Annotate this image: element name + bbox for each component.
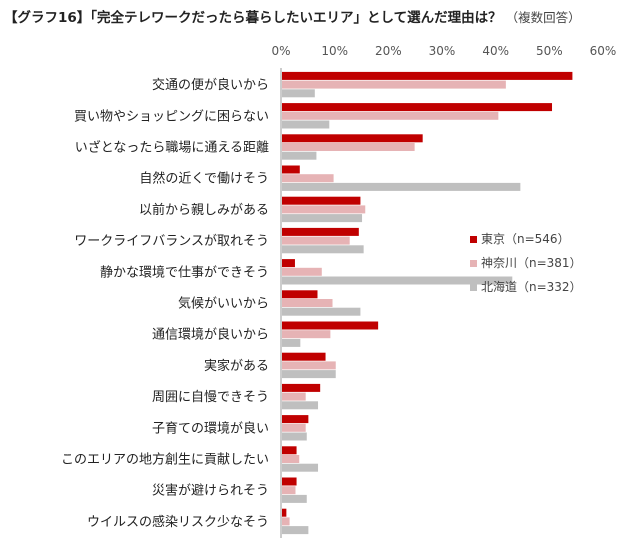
bar <box>282 446 297 455</box>
bar <box>282 352 326 361</box>
bar <box>282 165 300 174</box>
category-label: 以前から親しみがある <box>139 202 269 218</box>
x-tick-label: 60% <box>590 44 617 58</box>
bar <box>282 432 307 441</box>
bar <box>282 196 361 205</box>
bar <box>282 526 309 535</box>
bar <box>282 80 506 89</box>
bar <box>282 299 333 307</box>
bar <box>282 463 319 472</box>
bar <box>282 392 306 401</box>
bar <box>282 227 359 236</box>
category-label: 子育ての環境が良い <box>152 420 269 436</box>
bar <box>282 455 300 463</box>
bar <box>282 236 350 245</box>
bar <box>282 477 297 486</box>
legend-swatch <box>470 284 477 291</box>
bar <box>282 151 317 160</box>
category-label: 交通の便が良いから <box>152 77 269 93</box>
bar <box>282 290 318 299</box>
legend-label: 東京（n=546） <box>481 232 570 246</box>
bar <box>282 486 296 495</box>
x-tick-label: 50% <box>536 44 563 58</box>
category-label: 周囲に自慢できそう <box>152 389 269 405</box>
bar <box>282 276 513 285</box>
bar <box>282 370 336 379</box>
chart-title-note: （複数回答） <box>505 10 581 25</box>
bar <box>282 134 423 143</box>
legend-label: 北海道（n=332） <box>481 279 582 294</box>
bar <box>282 174 334 183</box>
bar <box>282 214 363 223</box>
bar <box>282 494 307 503</box>
bar <box>282 508 287 517</box>
bar <box>282 143 415 151</box>
bar <box>282 361 336 370</box>
x-tick-label: 20% <box>375 44 402 58</box>
category-label: ウイルスの感染リスク少なそう <box>87 514 269 530</box>
bar <box>282 89 315 98</box>
legend-label: 神奈川（n=381） <box>481 256 582 270</box>
x-tick-label: 10% <box>321 44 348 58</box>
bar <box>282 517 290 526</box>
bar <box>282 338 301 347</box>
chart-title: 【グラフ16】「完全テレワークだったら暮らしたいエリア」として選んだ理由は？ （複… <box>4 6 581 26</box>
x-tick-label: 30% <box>429 44 456 58</box>
category-label: 静かな環境で仕事ができそう <box>100 265 269 280</box>
chart-title-text: 【グラフ16】「完全テレワークだったら暮らしたいエリア」として選んだ理由は？ <box>4 10 502 26</box>
category-label: 気候がいいから <box>178 296 269 312</box>
category-label: 実家がある <box>204 358 269 374</box>
legend-swatch <box>470 236 477 243</box>
bar <box>282 307 361 316</box>
bar <box>282 245 364 254</box>
legend-swatch <box>470 260 477 267</box>
bar <box>282 103 553 112</box>
bar <box>282 401 319 410</box>
bar <box>282 205 366 214</box>
category-label: 通信環境が良いから <box>152 327 269 343</box>
x-tick-label: 0% <box>271 44 290 58</box>
bar <box>282 111 499 120</box>
category-label: 自然の近くで働けそう <box>139 171 269 187</box>
bar <box>282 259 295 268</box>
bar <box>282 383 321 392</box>
bar <box>282 423 306 432</box>
bar <box>282 415 309 424</box>
x-tick-label: 40% <box>482 44 509 58</box>
category-label: 災害が避けられそう <box>152 483 269 499</box>
bar <box>282 321 379 330</box>
category-label: このエリアの地方創生に貢献したい <box>61 452 269 468</box>
bar <box>282 182 521 191</box>
category-label: ワークライフバランスが取れそう <box>74 234 269 249</box>
bar <box>282 120 330 129</box>
category-label: いざとなったら職場に通える距離 <box>75 140 269 156</box>
bar <box>282 71 573 80</box>
category-label: 買い物やショッピングに困らない <box>74 109 269 124</box>
bar <box>282 267 322 276</box>
bar <box>282 330 331 339</box>
